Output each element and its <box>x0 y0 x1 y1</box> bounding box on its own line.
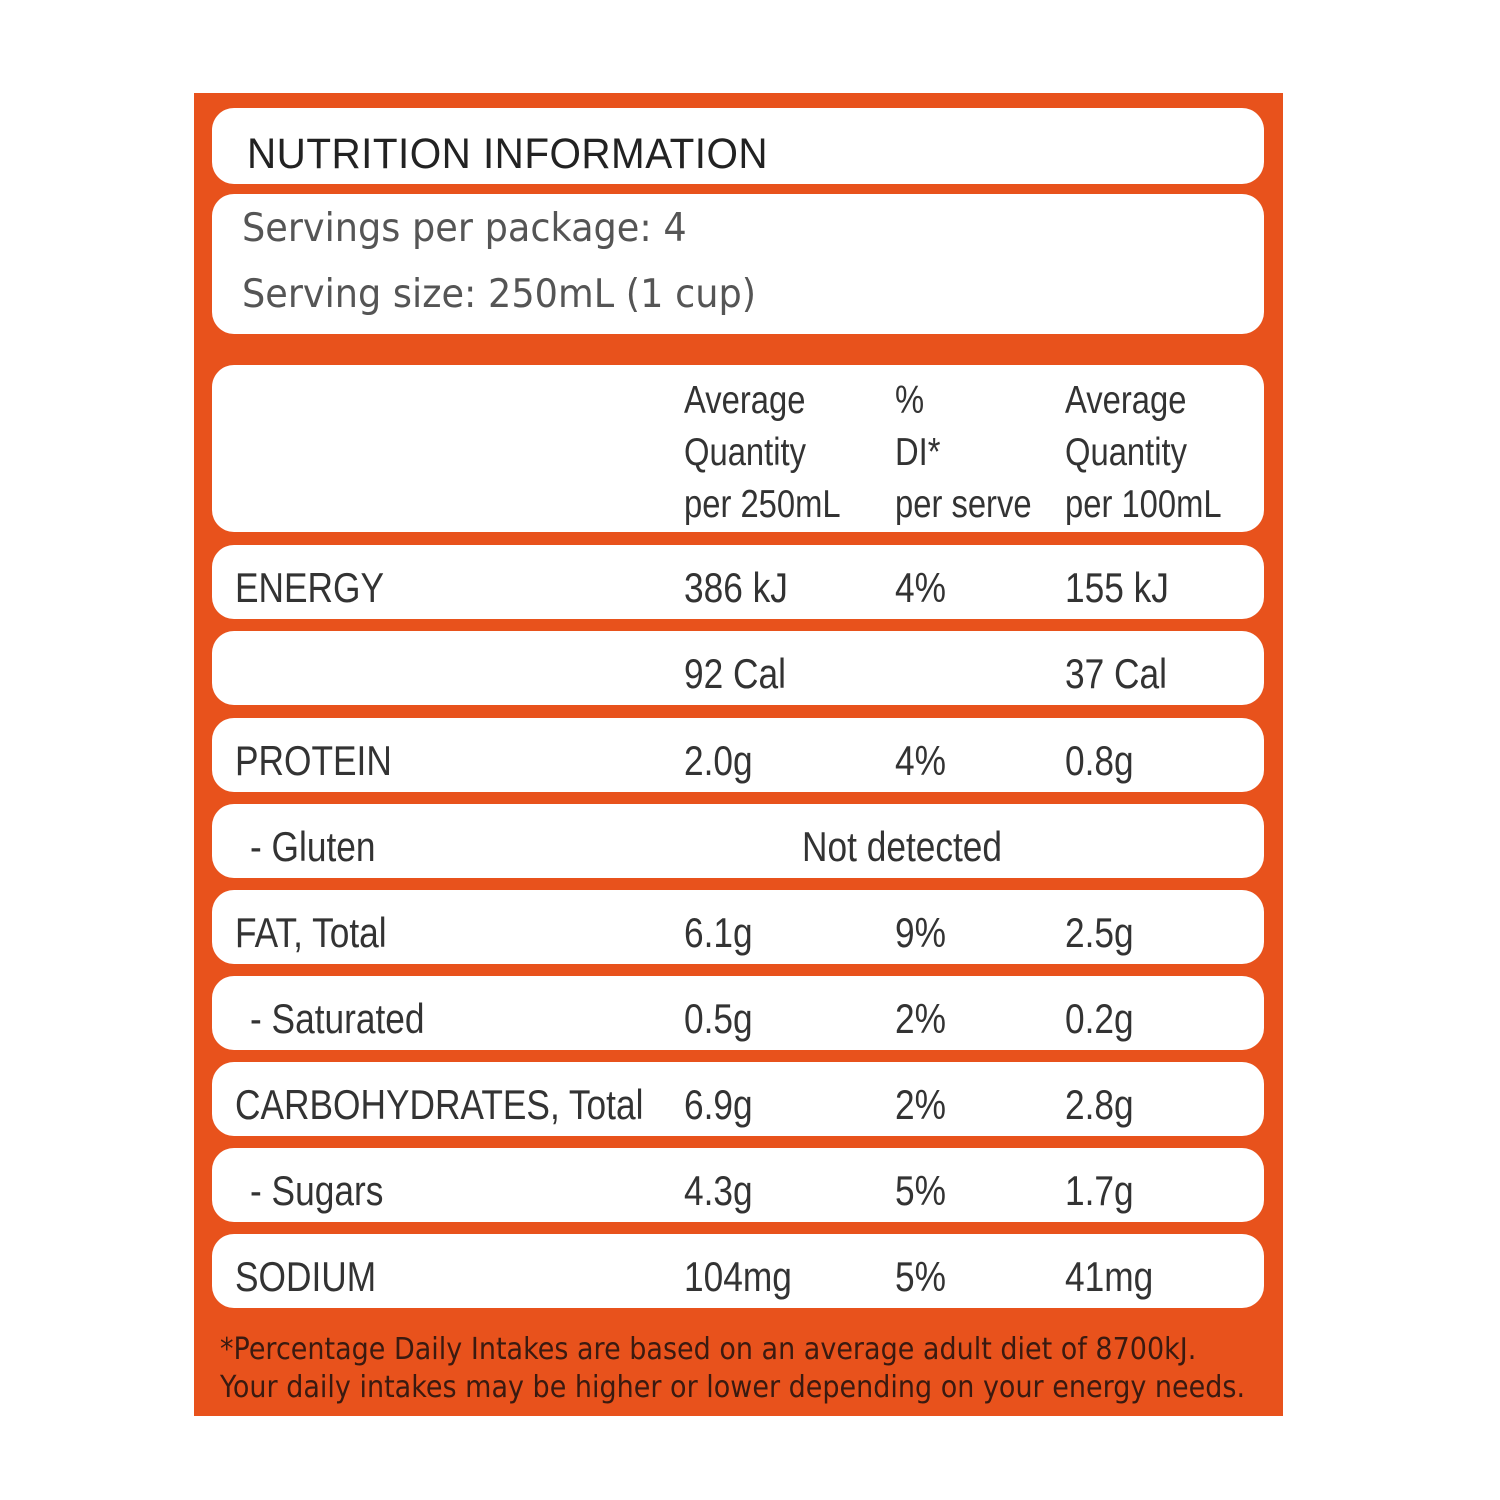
serving-size: Serving size: 250mL (1 cup) <box>242 272 757 317</box>
row-label: - Gluten <box>250 823 376 870</box>
value-di: 2% <box>895 1081 946 1128</box>
value-per-serve: 4.3g <box>684 1167 753 1214</box>
table-row-fat: FAT, Total 6.1g 9% 2.5g <box>212 890 1264 964</box>
table-row-energy: ENERGY 386 kJ 4% 155 kJ <box>212 545 1264 619</box>
value-per-serve: 92 Cal <box>684 650 786 697</box>
value-per-serve: 386 kJ <box>684 564 788 611</box>
value-di: 9% <box>895 909 946 956</box>
value-di: 5% <box>895 1253 946 1300</box>
row-label: PROTEIN <box>235 737 392 784</box>
value-di: 5% <box>895 1167 946 1214</box>
value-per-100: 2.5g <box>1065 909 1134 956</box>
value-per-100: 0.2g <box>1065 995 1134 1042</box>
header-line: Average <box>1065 379 1187 422</box>
value-di: 4% <box>895 564 946 611</box>
footnote-line: *Percentage Daily Intakes are based on a… <box>220 1332 1197 1367</box>
value-per-serve: 2.0g <box>684 737 753 784</box>
title-box: NUTRITION INFORMATION <box>212 108 1264 184</box>
value-di: 2% <box>895 995 946 1042</box>
value-per-100: 37 Cal <box>1065 650 1167 697</box>
value-per-100: 41mg <box>1065 1253 1154 1300</box>
value-per-100: 155 kJ <box>1065 564 1169 611</box>
servings-per-package: Servings per package: 4 <box>242 206 687 251</box>
header-line: Quantity <box>1065 431 1188 474</box>
table-row-sodium: SODIUM 104mg 5% 41mg <box>212 1234 1264 1308</box>
value-di: 4% <box>895 737 946 784</box>
table-row-gluten: - Gluten Not detected <box>212 804 1264 878</box>
value-per-100: 2.8g <box>1065 1081 1134 1128</box>
header-per-serve: Average Quantity per 250mL <box>684 375 841 531</box>
footnote-line: Your daily intakes may be higher or lowe… <box>220 1370 1246 1405</box>
row-label: ENERGY <box>235 564 384 611</box>
nutrition-panel: NUTRITION INFORMATION Servings per packa… <box>194 93 1283 1416</box>
header-line: per 250mL <box>684 483 841 526</box>
header-per-100: Average Quantity per 100mL <box>1065 375 1222 531</box>
header-line: Quantity <box>684 431 807 474</box>
header-line: DI* <box>895 431 941 474</box>
value-per-serve: 104mg <box>684 1253 792 1300</box>
table-row-saturated: - Saturated 0.5g 2% 0.2g <box>212 976 1264 1050</box>
row-label: SODIUM <box>235 1253 377 1300</box>
header-line: per 100mL <box>1065 483 1222 526</box>
header-di: % DI* per serve <box>895 375 1032 531</box>
header-line: % <box>895 379 925 422</box>
value-per-100: 0.8g <box>1065 737 1134 784</box>
row-label: CARBOHYDRATES, Total <box>235 1081 644 1128</box>
value-per-serve: 0.5g <box>684 995 753 1042</box>
value-per-serve: 6.9g <box>684 1081 753 1128</box>
table-row-carbohydrates: CARBOHYDRATES, Total 6.9g 2% 2.8g <box>212 1062 1264 1136</box>
panel-title: NUTRITION INFORMATION <box>247 130 769 178</box>
row-label: - Sugars <box>250 1167 384 1214</box>
row-label: - Saturated <box>250 995 425 1042</box>
table-row-sugars: - Sugars 4.3g 5% 1.7g <box>212 1148 1264 1222</box>
value-per-100: 1.7g <box>1065 1167 1134 1214</box>
footnote: *Percentage Daily Intakes are based on a… <box>220 1331 1245 1407</box>
value-span: Not detected <box>802 823 1003 870</box>
table-row-protein: PROTEIN 2.0g 4% 0.8g <box>212 718 1264 792</box>
value-per-serve: 6.1g <box>684 909 753 956</box>
header-line: Average <box>684 379 806 422</box>
column-header-box: Average Quantity per 250mL % DI* per ser… <box>212 365 1264 532</box>
header-line: per serve <box>895 483 1032 526</box>
table-row-energy-cal: 92 Cal 37 Cal <box>212 631 1264 705</box>
serving-info-box: Servings per package: 4 Serving size: 25… <box>212 194 1264 334</box>
row-label: FAT, Total <box>235 909 387 956</box>
